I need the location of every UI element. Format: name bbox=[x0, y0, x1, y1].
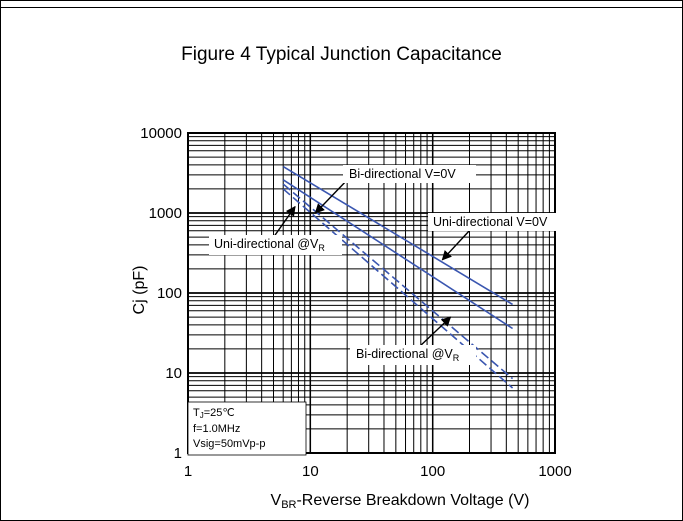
annotation-label: Bi-directional V=0V bbox=[349, 167, 456, 181]
x-tick-label: 1000 bbox=[538, 463, 571, 480]
annotation-label: Bi-directional @VR bbox=[356, 347, 460, 363]
condition-tj-sub: J bbox=[200, 411, 204, 420]
condition-tj: TJ=25℃ bbox=[193, 407, 235, 420]
annotation-arrow bbox=[272, 205, 296, 239]
y-tick-label: 1 bbox=[174, 445, 182, 462]
y-tick-label: 1000 bbox=[149, 205, 182, 222]
condition-vsig: Vsig=50mVp-p bbox=[193, 438, 265, 450]
annotation-arrow bbox=[441, 229, 471, 261]
x-axis-label-main: V bbox=[271, 492, 282, 509]
y-tick-label: 100 bbox=[157, 285, 182, 302]
condition-tj-rest: =25℃ bbox=[204, 407, 235, 419]
x-tick-label: 100 bbox=[420, 463, 445, 480]
tick-labels: 1 10 100 1000 10000 1000 100 10 1 bbox=[140, 125, 571, 480]
x-tick-label: 1 bbox=[184, 463, 192, 480]
series-line bbox=[282, 165, 513, 306]
top-rule bbox=[0, 0, 683, 8]
x-axis-label-sub: BR bbox=[281, 499, 296, 511]
y-tick-label: 10 bbox=[165, 365, 182, 382]
annotation-label-sub: R bbox=[318, 243, 325, 253]
x-tick-label: 10 bbox=[302, 463, 319, 480]
condition-freq: f=1.0MHz bbox=[193, 423, 240, 435]
annotation-bg bbox=[209, 235, 342, 255]
y-axis-label: Cj (pF) bbox=[131, 266, 148, 315]
conditions-box-bg bbox=[187, 401, 307, 456]
x-axis-label: VBR-Reverse Breakdown Voltage (V) bbox=[271, 492, 530, 511]
annotation-label-main: Bi-directional @V bbox=[356, 347, 453, 361]
annotation-label: Uni-directional @VR bbox=[214, 237, 325, 253]
chart-title: Figure 4 Typical Junction Capacitance bbox=[181, 44, 502, 65]
condition-tj-main: T bbox=[193, 407, 200, 419]
annotation-label-sub: R bbox=[453, 353, 460, 363]
annotation-label: Uni-directional V=0V bbox=[433, 215, 548, 229]
plot-border bbox=[187, 132, 556, 454]
y-tick-label: 10000 bbox=[140, 125, 182, 142]
annotation-bg bbox=[428, 213, 559, 231]
annotation-bg bbox=[350, 345, 476, 365]
annotation-bg bbox=[343, 165, 476, 183]
annotations: Bi-directional V=0V Uni-directional V=0V U… bbox=[209, 165, 559, 365]
annotation-label-main: Uni-directional @V bbox=[214, 237, 319, 251]
annotation-arrow bbox=[417, 316, 452, 349]
conditions-box: TJ=25℃ f=1.0MHz Vsig=50mVp-p bbox=[187, 401, 307, 456]
x-axis-label-rest: -Reverse Breakdown Voltage (V) bbox=[296, 492, 529, 509]
